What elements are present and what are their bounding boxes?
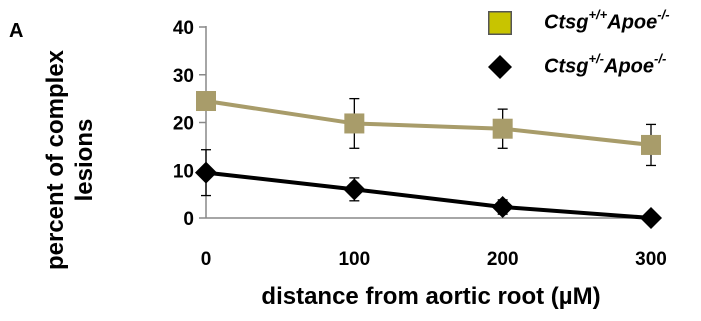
legend-label-wildtype: Ctsg+/+Apoe-/-: [544, 7, 670, 35]
legend-label-heterozygous: Ctsg+/-Apoe-/-: [544, 51, 667, 79]
data-point-diamond: [343, 178, 366, 201]
y-tick-label: 20: [173, 114, 194, 135]
legend-label-part: Apoe: [604, 55, 654, 78]
series-line-0: [205, 99, 652, 147]
legend-label-part: Apoe: [607, 11, 658, 34]
legend-diamond-marker: [488, 55, 512, 79]
y-tick-label: 30: [173, 66, 194, 87]
data-point-square: [196, 91, 216, 112]
x-tick-label: 0: [201, 249, 212, 270]
data-point-square: [641, 134, 661, 155]
x-tick-label: 100: [338, 249, 370, 270]
legend-label-part: -/-: [654, 51, 667, 66]
data-point-square: [344, 113, 365, 134]
series-line-1: [205, 170, 652, 220]
data-point-diamond: [640, 207, 662, 229]
y-tick-label: 0: [183, 209, 194, 230]
legend-label-part: +/+: [588, 7, 608, 22]
legend-square-marker: [488, 11, 512, 35]
legend-label-part: Ctsg: [544, 11, 589, 34]
data-point-square: [492, 118, 513, 139]
x-tick-label: 300: [635, 249, 667, 270]
legend-label-part: -/-: [657, 7, 670, 22]
y-tick-label: 40: [173, 18, 194, 39]
x-axis-label: distance from aortic root (µM): [261, 283, 601, 310]
x-tick-label: 200: [487, 249, 519, 270]
panel-label: A: [9, 20, 24, 42]
legend-label-part: Ctsg: [544, 55, 589, 78]
legend-label-part: +/-: [588, 51, 604, 66]
data-point-diamond: [491, 196, 514, 219]
data-point-diamond: [195, 161, 217, 184]
y-tick-label: 10: [173, 161, 194, 182]
